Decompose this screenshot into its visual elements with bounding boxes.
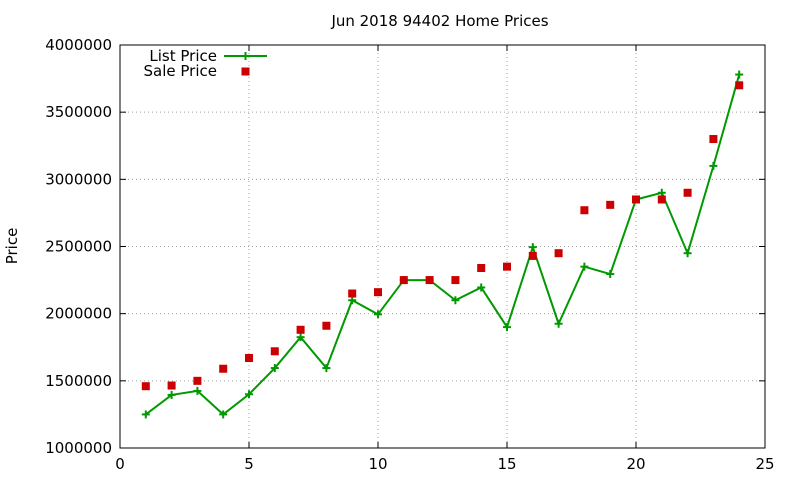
y-tick-label: 1000000: [45, 439, 112, 457]
sale-price-point: [606, 200, 615, 209]
sale-price-point: [632, 195, 640, 204]
y-tick-label: 3500000: [45, 103, 112, 121]
list-price-point: [554, 319, 563, 328]
sale-price-point: [451, 276, 460, 285]
sale-price-point: [425, 276, 434, 285]
list-price-point: [141, 410, 150, 419]
y-tick-label: 3000000: [45, 170, 112, 188]
y-tick-label: 4000000: [45, 36, 112, 54]
sale-price-point: [735, 81, 744, 90]
list-price-point: [374, 310, 382, 319]
sale-price-point: [322, 321, 331, 330]
x-tick-label: 5: [244, 455, 254, 473]
grid-lines: [120, 45, 765, 448]
list-price-point: [528, 243, 537, 252]
list-price-point: [167, 390, 176, 399]
list-price-point: [606, 270, 615, 279]
axes: 0 5 10 15 20 25 1000000 1500000 2000000 2500000 30…: [45, 36, 774, 473]
sale-price-point: [374, 288, 382, 297]
legend-label-list-price: List Price: [149, 47, 217, 65]
list-price-point: [270, 364, 279, 373]
list-price-point: [735, 70, 744, 79]
sale-price-point: [709, 135, 718, 144]
list-price-point: [451, 296, 460, 305]
sale-price-point: [219, 364, 228, 373]
list-price-line: [145, 74, 741, 416]
list-price-point: [322, 364, 331, 373]
sale-price-point: [580, 206, 589, 215]
sale-price-point: [657, 195, 666, 204]
sale-price-point: [193, 376, 202, 385]
x-tick-label: 15: [497, 455, 516, 473]
sale-price-point: [399, 276, 408, 285]
list-price-point: [348, 296, 357, 305]
list-price-point: [219, 410, 228, 419]
list-price-point: [683, 249, 692, 258]
y-axis-label: Price: [3, 228, 21, 265]
list-price-point: [477, 283, 486, 292]
list-price-point: [193, 386, 202, 395]
y-tick-label: 2500000: [45, 238, 112, 256]
chart-title: Jun 2018 94402 Home Prices: [330, 12, 548, 30]
legend-label-sale-price: Sale Price: [144, 62, 217, 80]
sale-price-point: [245, 353, 253, 362]
plot-series: [141, 70, 744, 419]
sale-price-point: [270, 347, 279, 356]
list-price-point: [503, 323, 511, 332]
list-price-point: [245, 390, 253, 399]
sale-price-point: [348, 289, 357, 298]
plot-border: [119, 44, 766, 449]
sale-price-point: [528, 251, 537, 260]
sale-price-point: [141, 382, 150, 391]
sale-price-point: [503, 262, 511, 271]
sale-price-point: [296, 325, 305, 334]
x-tick-label: 10: [368, 455, 387, 473]
list-price-point: [580, 262, 589, 271]
list-price-point: [657, 188, 666, 197]
x-tick-label: 20: [626, 455, 645, 473]
sale-price-point: [477, 263, 486, 272]
legend-marker-sale-price: [241, 67, 250, 76]
x-tick-label: 25: [755, 455, 774, 473]
x-tick-label: 0: [115, 455, 125, 473]
legend-marker-list-price: [241, 52, 250, 60]
y-tick-label: 2000000: [45, 305, 112, 323]
y-tick-label: 1500000: [45, 372, 112, 390]
sale-price-point: [167, 381, 176, 390]
list-price-point: [296, 333, 305, 342]
list-price-point: [709, 161, 718, 170]
sale-price-point: [554, 249, 563, 258]
sale-price-point: [683, 188, 692, 197]
